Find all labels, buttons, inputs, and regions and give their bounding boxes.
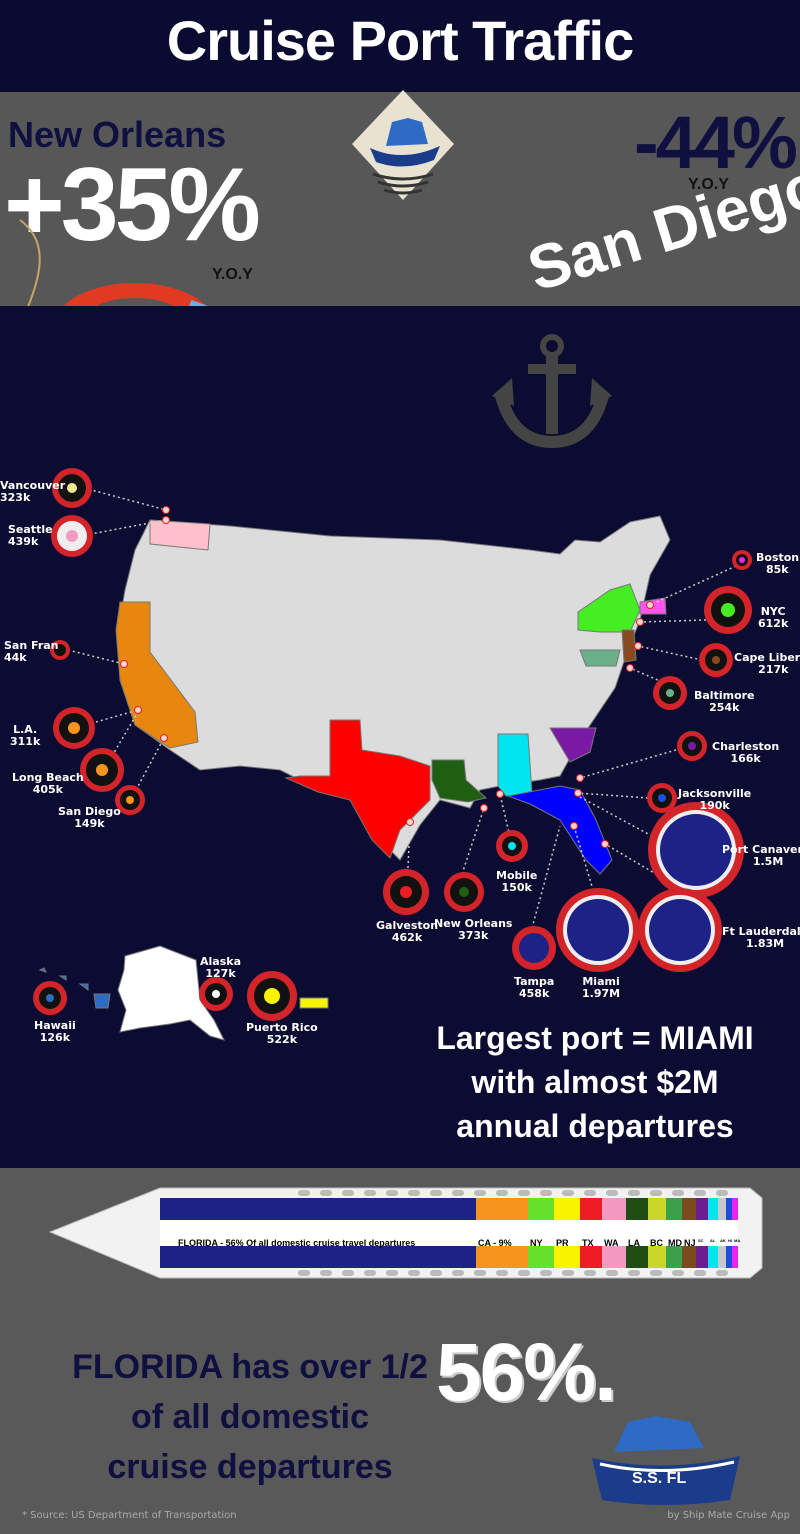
segment-label-5: LA	[628, 1238, 640, 1248]
new-york-state	[577, 583, 641, 633]
bubble-seattle	[51, 515, 93, 557]
largest-port-line-3: annual departures	[456, 1108, 734, 1144]
bubble-tampa	[512, 926, 556, 970]
bubble-new-orleans	[444, 872, 484, 912]
bubble-galveston	[383, 869, 429, 915]
segment-label-7: MD	[668, 1238, 682, 1248]
label-puerto-rico: Puerto Rico 522k	[246, 1021, 318, 1046]
florida-summary: FLORIDA has over 1/2 of all domestic cru…	[70, 1342, 430, 1492]
bubble-jacksonville	[647, 783, 677, 813]
segment-label-11: AK	[720, 1238, 726, 1243]
new-orleans-city: New Orleans	[8, 114, 227, 155]
percent-56: 56%.	[436, 1327, 617, 1418]
bubble-vancouver	[52, 468, 92, 508]
segment-label-13: MA	[734, 1238, 741, 1243]
cruise-logo-icon	[352, 90, 454, 200]
bubble-boston	[732, 550, 752, 570]
anchor-icon	[492, 334, 612, 449]
bubble-long-beach	[80, 748, 124, 792]
florida-summary-line-2: of all domestic	[130, 1398, 370, 1436]
south-carolina-state	[549, 727, 597, 763]
page-title: Cruise Port Traffic	[166, 9, 634, 72]
bubble-cape-liberty	[699, 643, 733, 677]
largest-port-line-1: Largest port = MIAMI	[436, 1020, 754, 1056]
label-long-beach: Long Beach 405k	[12, 771, 84, 796]
maryland-state	[579, 649, 621, 667]
texas-state	[284, 719, 431, 859]
segment-label-1: NY	[530, 1238, 543, 1248]
ship-share-bar	[48, 1187, 763, 1279]
label-jacksonville: Jacksonville 190k	[678, 787, 752, 812]
label-new-orleans: New Orleans 373k	[434, 917, 513, 942]
segment-label-2: PR	[556, 1238, 569, 1248]
bubble-puerto-rico	[247, 971, 297, 1021]
new-orleans-yoy: Y.O.Y	[212, 266, 253, 283]
label-cape-liberty: Cape Liberty217k	[734, 651, 800, 676]
bubble-mobile	[496, 830, 528, 862]
label-miami: Miami 1.97M	[582, 975, 621, 1000]
bubble-baltimore	[653, 676, 687, 710]
bubble-san-diego	[115, 785, 145, 815]
label-nyc: NYC 612k	[758, 605, 789, 630]
largest-port-line-2: with almost $2M	[471, 1064, 719, 1100]
label-charleston: Charleston 166k	[712, 740, 780, 765]
segment-label-12: HI	[728, 1238, 732, 1243]
ss-fl-logo-text: S.S. FL	[632, 1470, 687, 1487]
san-diego-change: -44%	[634, 101, 798, 184]
port-bubbles	[33, 468, 752, 1021]
segment-label-3: TX	[582, 1238, 594, 1248]
label-port-canaveral: Port Canaveral1.5M	[722, 843, 800, 868]
label-vancouver: Vancouver 323k	[0, 479, 66, 504]
label-boston: Boston 85k	[756, 551, 800, 576]
segment-label-8: NJ	[684, 1238, 696, 1248]
hawaii-map	[38, 967, 111, 1009]
florida-summary-line-3: cruise departures	[107, 1448, 393, 1486]
florida-share-label: FLORIDA - 56% Of all domestic cruise tra…	[178, 1238, 416, 1248]
segment-label-10: AL	[710, 1238, 716, 1243]
new-orleans-change: +35%	[4, 147, 261, 263]
label-san-fran: San Fran 44k	[4, 639, 59, 664]
label-la: L.A. 311k	[10, 723, 41, 748]
ss-fl-ship-logo	[592, 1416, 740, 1505]
largest-port-text: Largest port = MIAMI with almost $2M ann…	[420, 1016, 770, 1148]
bubble-charleston	[677, 731, 707, 761]
alaska-map	[117, 945, 225, 1041]
segment-label-4: WA	[604, 1238, 619, 1248]
bubble-hawaii	[33, 981, 67, 1015]
florida-state	[506, 785, 613, 875]
bubble-miami	[556, 888, 640, 972]
bubble-port-canaveral	[648, 802, 744, 898]
bubble-san-fran	[50, 640, 70, 660]
san-diego-yoy: Y.O.Y	[688, 176, 729, 193]
florida-summary-line-1: FLORIDA has over 1/2	[72, 1348, 428, 1386]
credit-note: by Ship Mate Cruise App	[667, 1510, 790, 1521]
washington-state	[149, 519, 211, 551]
label-seattle: Seattle 439k	[8, 523, 53, 548]
label-san-diego: San Diego 149k	[58, 805, 121, 830]
source-note: * Source: US Department of Transportatio…	[22, 1510, 237, 1521]
title-band	[0, 0, 800, 92]
puerto-rico-map	[299, 997, 329, 1009]
new-jersey-state	[621, 629, 637, 663]
label-alaska: Alaska 127k	[200, 955, 241, 980]
bubble-nyc	[704, 586, 752, 634]
louisiana-state	[431, 759, 488, 803]
segment-label-9: SC	[698, 1238, 704, 1243]
label-ft-lauderdale: Ft Lauderdale 1.83M	[722, 925, 800, 950]
bubble-la	[53, 707, 95, 749]
label-baltimore: Baltimore 254k	[694, 689, 755, 714]
segment-label-6: BC	[650, 1238, 663, 1248]
label-mobile: Mobile 150k	[496, 869, 538, 894]
label-hawaii: Hawaii 126k	[34, 1019, 76, 1044]
label-tampa: Tampa 458k	[514, 975, 555, 1000]
segment-label-0: CA - 9%	[478, 1238, 512, 1248]
label-galveston: Galveston 462k	[376, 919, 439, 944]
bubble-alaska	[199, 977, 233, 1011]
bubble-ft-lauderdale	[638, 888, 722, 972]
